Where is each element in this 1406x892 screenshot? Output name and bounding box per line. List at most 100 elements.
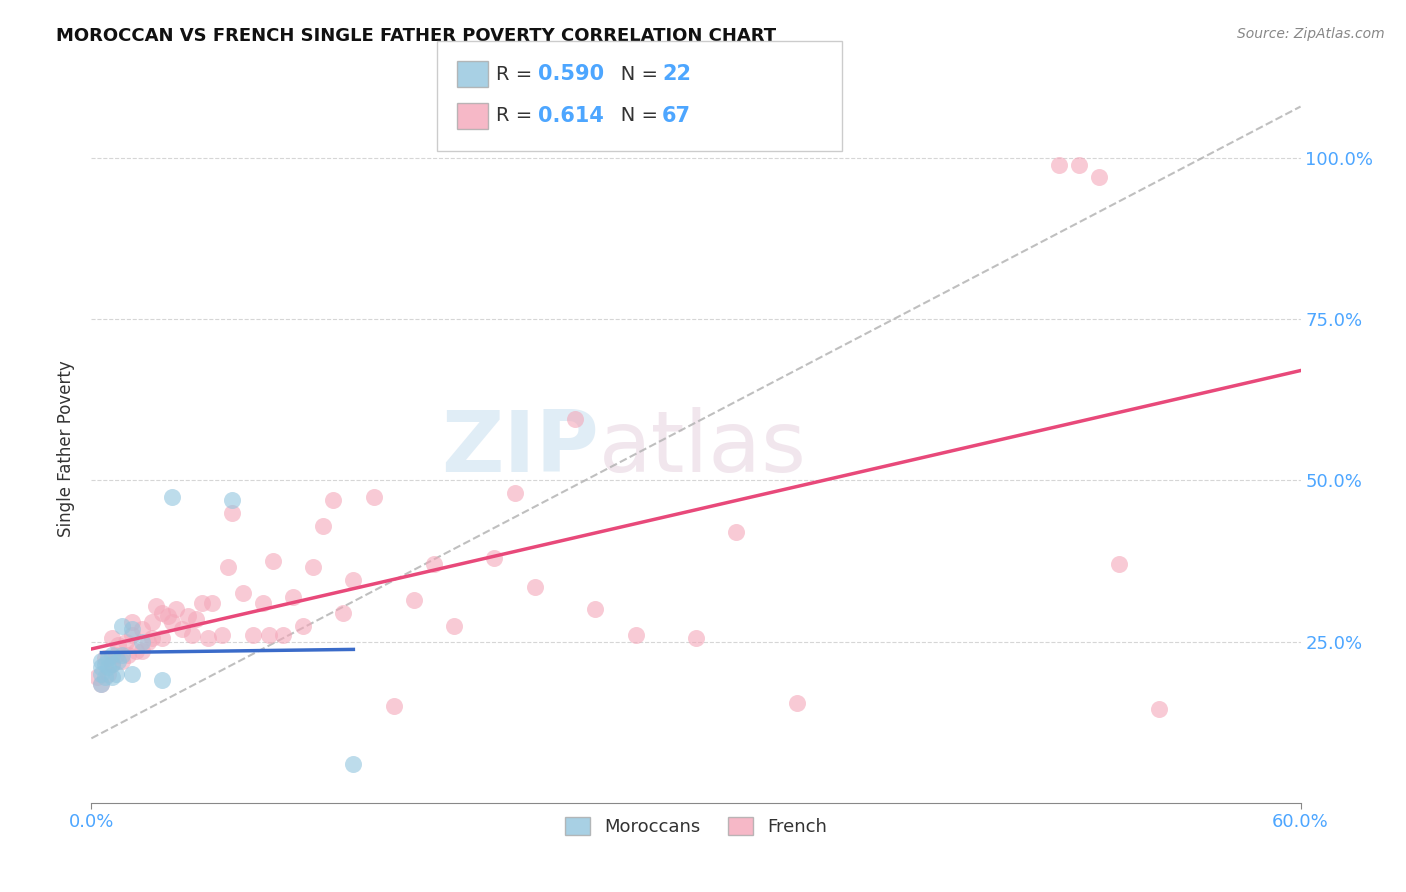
Point xyxy=(1047,157,1070,171)
Point xyxy=(191,596,214,610)
Text: atlas: atlas xyxy=(599,407,807,490)
Point xyxy=(104,648,127,662)
Point xyxy=(1149,702,1171,716)
Point xyxy=(121,622,143,636)
Text: N =: N = xyxy=(602,64,664,84)
Point xyxy=(107,638,129,652)
Text: R =: R = xyxy=(496,106,538,126)
Point xyxy=(150,632,173,646)
Point xyxy=(201,596,224,610)
Point xyxy=(221,506,243,520)
Text: N =: N = xyxy=(602,106,664,126)
Text: Source: ZipAtlas.com: Source: ZipAtlas.com xyxy=(1237,27,1385,41)
Point xyxy=(160,490,183,504)
Point xyxy=(257,628,280,642)
Point xyxy=(121,615,143,630)
Point xyxy=(342,757,364,772)
Point xyxy=(312,518,335,533)
Point xyxy=(90,676,112,690)
Point xyxy=(177,608,200,623)
Text: 67: 67 xyxy=(662,106,692,126)
Point xyxy=(342,574,364,588)
Point xyxy=(423,558,446,572)
Point xyxy=(363,490,385,504)
Point xyxy=(100,648,122,662)
Point xyxy=(121,666,143,681)
Point xyxy=(141,632,163,646)
Point xyxy=(90,666,112,681)
Point xyxy=(523,580,546,594)
Point xyxy=(503,486,526,500)
Text: 0.590: 0.590 xyxy=(538,64,605,84)
Point xyxy=(90,654,112,668)
Point xyxy=(150,673,173,688)
Point xyxy=(145,599,167,614)
Point xyxy=(141,615,163,630)
Point xyxy=(104,666,127,681)
Point xyxy=(100,670,122,684)
Point xyxy=(111,654,132,668)
Point xyxy=(271,628,294,642)
Text: 0.614: 0.614 xyxy=(538,106,605,126)
Point xyxy=(786,696,808,710)
Point xyxy=(1108,558,1130,572)
Point xyxy=(100,632,122,646)
Point xyxy=(100,657,122,672)
Point xyxy=(107,654,129,668)
Point xyxy=(624,628,647,642)
Point xyxy=(242,628,264,642)
Point xyxy=(221,492,243,507)
Point xyxy=(1088,170,1111,185)
Point xyxy=(281,590,304,604)
Point xyxy=(322,492,344,507)
Point xyxy=(96,666,118,681)
Point xyxy=(302,560,325,574)
Point xyxy=(217,560,239,574)
Point xyxy=(96,650,118,665)
Point xyxy=(94,650,117,665)
Point xyxy=(90,660,112,674)
Point xyxy=(725,524,748,539)
Y-axis label: Single Father Poverty: Single Father Poverty xyxy=(58,359,76,537)
Point xyxy=(484,550,506,565)
Point xyxy=(136,634,159,648)
Point xyxy=(131,644,153,658)
Point xyxy=(1067,157,1090,171)
Point xyxy=(181,628,204,642)
Legend: Moroccans, French: Moroccans, French xyxy=(557,810,835,844)
Point xyxy=(86,670,108,684)
Point xyxy=(292,618,315,632)
Text: MOROCCAN VS FRENCH SINGLE FATHER POVERTY CORRELATION CHART: MOROCCAN VS FRENCH SINGLE FATHER POVERTY… xyxy=(56,27,776,45)
Point xyxy=(252,596,274,610)
Point xyxy=(197,632,219,646)
Point xyxy=(114,634,136,648)
Text: ZIP: ZIP xyxy=(441,407,599,490)
Point xyxy=(443,618,465,632)
Point xyxy=(111,618,132,632)
Point xyxy=(382,699,405,714)
Point xyxy=(160,615,183,630)
Point xyxy=(117,648,139,662)
Text: 22: 22 xyxy=(662,64,692,84)
Point xyxy=(100,657,122,672)
Point xyxy=(231,586,253,600)
Point xyxy=(150,606,173,620)
Point xyxy=(131,634,153,648)
Point xyxy=(685,632,707,646)
Point xyxy=(94,670,117,684)
Point xyxy=(402,592,425,607)
Point xyxy=(564,412,586,426)
Point xyxy=(111,648,132,662)
Point xyxy=(165,602,187,616)
Point xyxy=(94,657,117,672)
Point xyxy=(186,612,208,626)
Text: R =: R = xyxy=(496,64,538,84)
Point xyxy=(211,628,233,642)
Point xyxy=(131,622,153,636)
Point xyxy=(332,606,354,620)
Point xyxy=(262,554,284,568)
Point xyxy=(121,628,143,642)
Point xyxy=(172,622,194,636)
Point xyxy=(125,644,148,658)
Point xyxy=(90,676,112,690)
